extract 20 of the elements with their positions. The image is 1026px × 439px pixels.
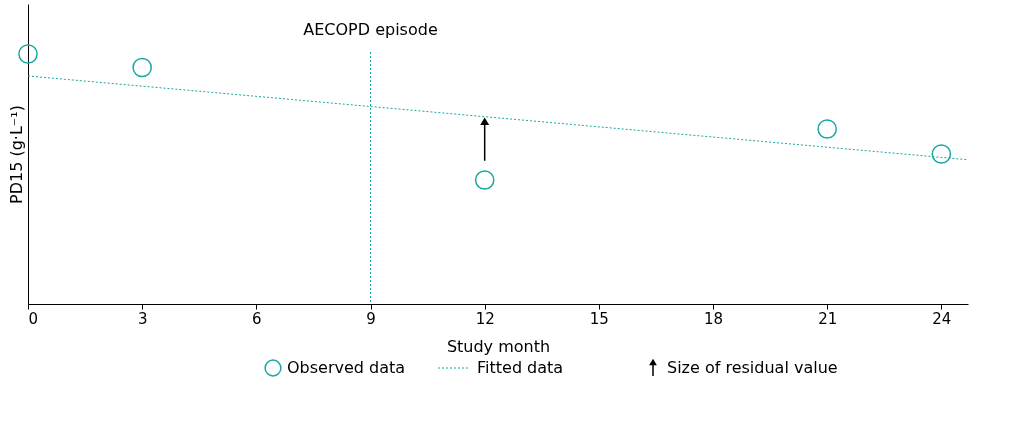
point bbox=[132, 57, 152, 78]
point bbox=[18, 44, 38, 64]
x-tick-label: 15 bbox=[589, 309, 609, 328]
x-tick-label: 24 bbox=[932, 309, 952, 328]
x-tick-label: 9 bbox=[366, 309, 376, 328]
x-tick-label: 12 bbox=[475, 309, 495, 328]
x-tick-label: 6 bbox=[252, 309, 262, 328]
x-tick-label: 0 bbox=[28, 309, 39, 328]
x-tick-label: 21 bbox=[818, 309, 838, 328]
point bbox=[817, 119, 838, 139]
x-tick-label: 18 bbox=[703, 309, 724, 328]
legend-label: Size of residual value bbox=[667, 358, 838, 377]
x-tick-label: 3 bbox=[137, 309, 148, 328]
legend-label: Fitted data bbox=[477, 358, 564, 377]
x-axis-title: Study month bbox=[446, 336, 551, 356]
point bbox=[474, 170, 495, 190]
ref-line-label: AECOPD episode bbox=[303, 20, 438, 39]
point bbox=[931, 144, 952, 164]
legend-label: Observed data bbox=[287, 358, 406, 377]
y-axis-title: PD15 (g·L⁻¹) bbox=[6, 105, 26, 204]
